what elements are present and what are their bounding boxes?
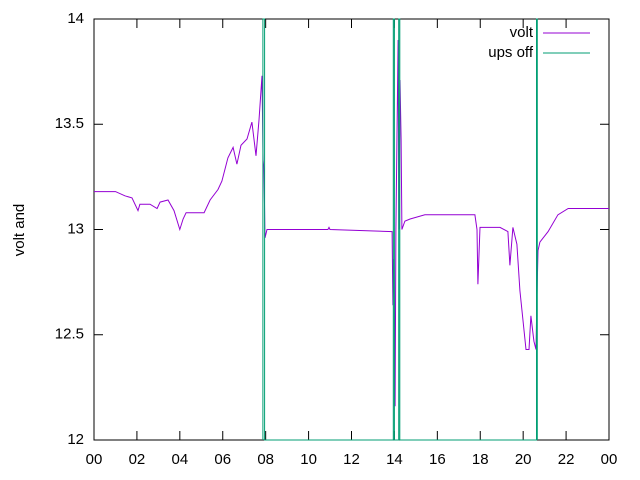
x-tick-label: 04 xyxy=(171,451,188,468)
y-tick-label: 14 xyxy=(67,10,84,27)
y-tick-label: 12.5 xyxy=(55,326,84,343)
x-tick-label: 20 xyxy=(515,451,532,468)
x-tick-label: 06 xyxy=(214,451,231,468)
x-tick-label: 12 xyxy=(343,451,360,468)
y-tick-label: 13 xyxy=(67,220,84,237)
x-tick-label: 08 xyxy=(257,451,274,468)
x-tick-label: 18 xyxy=(472,451,489,468)
x-tick-label: 14 xyxy=(386,451,403,468)
y-tick-label: 13.5 xyxy=(55,115,84,132)
y-tick-label: 12 xyxy=(67,431,84,448)
y-axis-label: volt and xyxy=(11,204,28,257)
series-line xyxy=(94,39,609,407)
x-tick-label: 00 xyxy=(601,451,618,468)
x-tick-label: 02 xyxy=(129,451,146,468)
legend-label: ups off xyxy=(488,44,534,61)
x-tick-label: 10 xyxy=(300,451,317,468)
x-tick-label: 00 xyxy=(86,451,103,468)
series-line xyxy=(262,18,538,441)
x-tick-label: 16 xyxy=(429,451,446,468)
plot-border xyxy=(93,18,610,441)
x-tick-label: 22 xyxy=(558,451,575,468)
legend-label: volt xyxy=(510,24,534,41)
